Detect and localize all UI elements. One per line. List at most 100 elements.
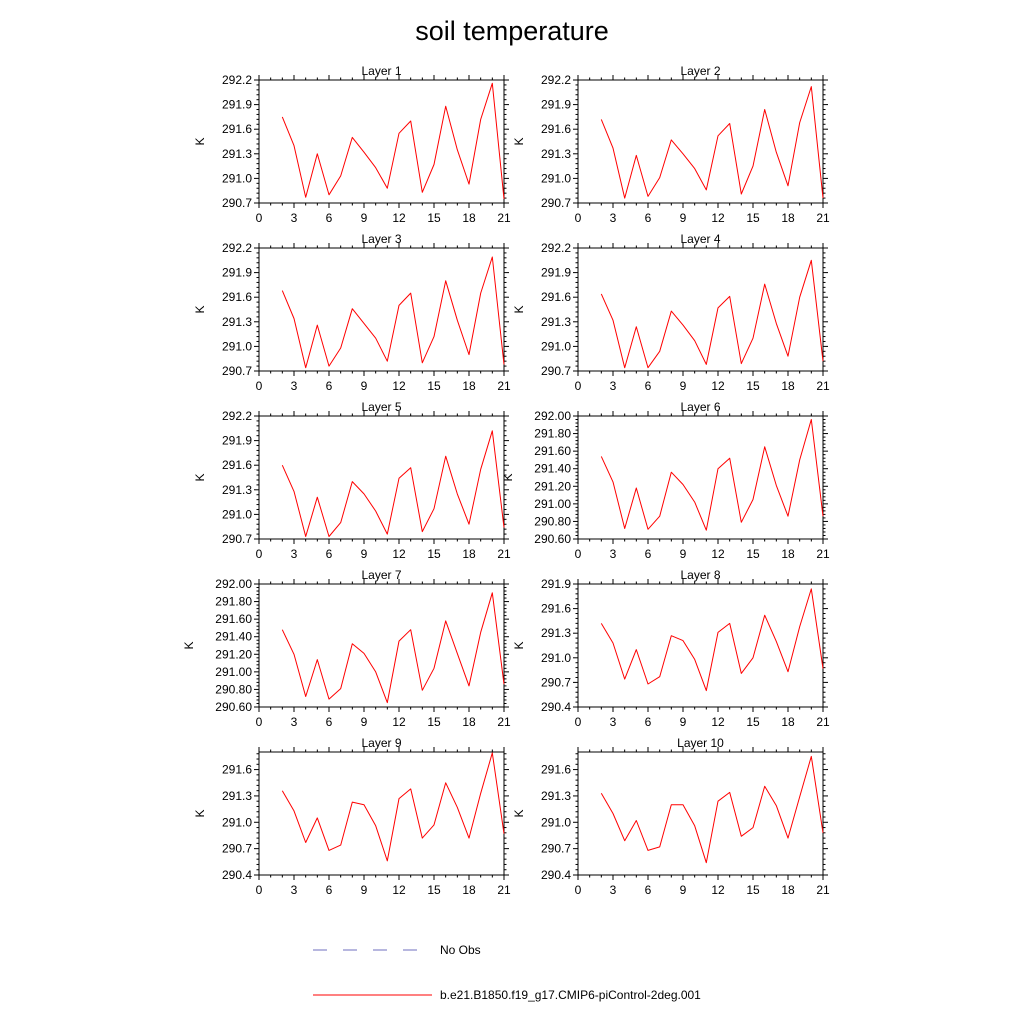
x-tick-label: 21 (816, 715, 830, 729)
panel-title: Layer 10 (677, 736, 724, 750)
y-tick-label: 292.2 (541, 73, 571, 87)
x-tick-label: 15 (746, 547, 760, 561)
x-tick-label: 15 (746, 379, 760, 393)
y-tick-label: 291.3 (222, 789, 252, 803)
series-line-model (600, 86, 824, 199)
x-tick-label: 18 (462, 715, 476, 729)
panel-title: Layer 7 (361, 568, 401, 582)
y-tick-label: 291.3 (541, 315, 571, 329)
x-tick-label: 9 (680, 379, 687, 393)
x-tick-label: 3 (610, 547, 617, 561)
x-tick-label: 9 (680, 715, 687, 729)
x-tick-label: 9 (361, 547, 368, 561)
x-tick-label: 18 (781, 547, 795, 561)
y-tick-label: 291.0 (222, 171, 252, 185)
x-tick-label: 15 (427, 883, 441, 897)
x-tick-label: 12 (392, 883, 406, 897)
x-tick-label: 12 (392, 547, 406, 561)
panel-frame (577, 247, 824, 372)
series-line-model (600, 419, 824, 531)
y-axis-label: K (512, 641, 526, 649)
y-tick-label: 291.60 (215, 612, 252, 626)
series-line-model (281, 256, 505, 369)
x-tick-label: 3 (291, 211, 298, 225)
x-tick-label: 0 (256, 211, 263, 225)
y-tick-label: 291.6 (541, 290, 571, 304)
y-tick-label: 291.0 (541, 339, 571, 353)
panel-title: Layer 9 (361, 736, 401, 750)
x-tick-label: 21 (497, 883, 511, 897)
y-axis-label: K (193, 473, 207, 481)
x-tick-label: 0 (256, 547, 263, 561)
y-tick-label: 291.00 (215, 665, 252, 679)
x-tick-label: 0 (575, 715, 582, 729)
x-tick-label: 18 (781, 715, 795, 729)
y-tick-label: 291.0 (222, 339, 252, 353)
y-tick-label: 291.3 (222, 483, 252, 497)
y-tick-label: 290.80 (215, 682, 252, 696)
y-tick-label: 291.6 (541, 122, 571, 136)
x-tick-label: 0 (575, 547, 582, 561)
x-tick-label: 21 (816, 211, 830, 225)
y-axis-label: K (512, 305, 526, 313)
panel-layer-3: Layer 3 0 3 6 9 12 15 18 21 290.7 291.0 291.3 291.6 2… (193, 232, 511, 393)
x-tick-label: 12 (711, 715, 725, 729)
y-tick-label: 290.7 (541, 675, 571, 689)
panel-title: Layer 4 (680, 232, 720, 246)
x-tick-label: 3 (610, 211, 617, 225)
y-tick-label: 291.3 (541, 626, 571, 640)
panel-layer-10: Layer 10 0 3 6 9 12 15 18 21 290.4 290.7 291.0 291.3… (512, 736, 830, 897)
y-tick-label: 290.80 (534, 514, 571, 528)
y-tick-label: 291.0 (222, 507, 252, 521)
x-tick-label: 0 (575, 379, 582, 393)
x-tick-label: 21 (497, 547, 511, 561)
x-tick-label: 0 (575, 883, 582, 897)
x-tick-label: 3 (610, 379, 617, 393)
panel-frame (577, 79, 824, 204)
x-tick-label: 12 (711, 379, 725, 393)
y-tick-label: 291.0 (222, 815, 252, 829)
y-tick-label: 291.20 (534, 479, 571, 493)
y-tick-label: 291.9 (222, 98, 252, 112)
x-tick-label: 21 (497, 211, 511, 225)
panel-layer-7: Layer 7 0 3 6 9 12 15 18 21 290.60 290.80 291.00 291… (182, 568, 511, 729)
x-tick-label: 3 (291, 715, 298, 729)
panel-layer-9: Layer 9 0 3 6 9 12 15 18 21 290.4 290.7 291.0 291.3 2… (193, 736, 511, 897)
y-tick-label: 290.7 (541, 196, 571, 210)
x-tick-label: 9 (680, 883, 687, 897)
series-line-model (600, 259, 824, 369)
y-tick-label: 291.6 (222, 458, 252, 472)
x-tick-label: 21 (816, 379, 830, 393)
x-tick-label: 15 (427, 715, 441, 729)
series-line-model (281, 82, 505, 199)
x-tick-label: 15 (427, 379, 441, 393)
panel-layer-2: Layer 2 0 3 6 9 12 15 18 21 290.7 291.0 291.3 291.6 2… (512, 64, 830, 225)
y-tick-label: 291.0 (541, 651, 571, 665)
x-tick-label: 6 (645, 883, 652, 897)
legend: No Obs b.e21.B1850.f19_g17.CMIP6-piContr… (313, 943, 701, 1002)
x-tick-label: 12 (711, 211, 725, 225)
x-tick-label: 9 (361, 379, 368, 393)
x-tick-label: 6 (326, 715, 333, 729)
y-tick-label: 291.6 (222, 763, 252, 777)
legend-model-label: b.e21.B1850.f19_g17.CMIP6-piControl-2deg… (440, 988, 701, 1002)
y-axis-label: K (193, 305, 207, 313)
x-tick-label: 9 (361, 211, 368, 225)
panel-title: Layer 2 (680, 64, 720, 78)
y-tick-label: 291.40 (215, 630, 252, 644)
y-tick-label: 290.7 (541, 364, 571, 378)
y-tick-label: 291.3 (222, 147, 252, 161)
y-tick-label: 291.3 (222, 315, 252, 329)
y-axis-label: K (182, 641, 196, 649)
x-tick-label: 0 (256, 715, 263, 729)
series-line-model (281, 430, 505, 537)
panel-layer-5: Layer 5 0 3 6 9 12 15 18 21 290.7 291.0 291.3 291.6 2… (193, 400, 511, 561)
x-tick-label: 15 (746, 211, 760, 225)
x-tick-label: 18 (781, 883, 795, 897)
x-tick-label: 0 (575, 211, 582, 225)
y-tick-label: 292.2 (222, 409, 252, 423)
x-tick-label: 9 (680, 547, 687, 561)
panel-frame (258, 751, 505, 876)
y-tick-label: 291.0 (541, 171, 571, 185)
y-tick-label: 290.7 (541, 842, 571, 856)
